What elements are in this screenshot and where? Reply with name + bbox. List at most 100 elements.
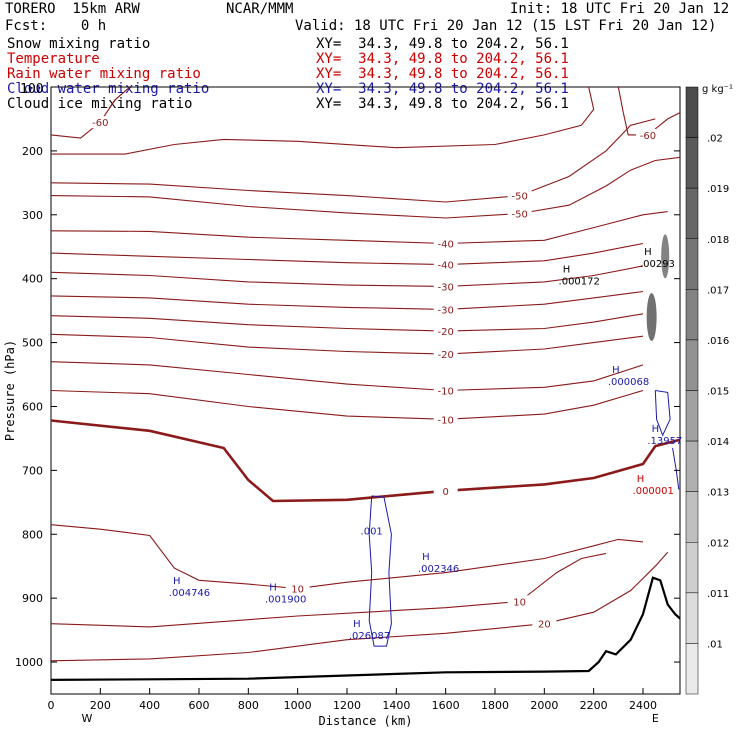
high-marker: H: [652, 424, 660, 435]
isotherm-line: [50, 313, 644, 332]
isotherm-label-bg: [635, 128, 660, 141]
high-value: .000068: [608, 377, 649, 388]
field-name-temperature: Temperature: [7, 51, 100, 67]
high-marker: H: [353, 619, 361, 630]
colorbar-cell: [685, 86, 699, 138]
axes-layer: 0 200 400 600 800 1000 1200 1400 1600 1800 2000 220…: [3, 145, 680, 728]
x-tick-label: 200: [90, 699, 111, 712]
y-axis-label: Pressure (hPa): [3, 340, 17, 441]
field-overlap-label: 100: [20, 82, 44, 97]
colorbar-tick-label: .016: [707, 336, 729, 347]
isotherm-label: -20: [437, 327, 453, 338]
y-tick-label: 1000: [15, 656, 43, 669]
isotherm-line: [51, 86, 595, 155]
isotherm-label: -10: [437, 387, 453, 398]
y-tick-label: 700: [22, 464, 43, 477]
terrain-line: [50, 576, 681, 681]
cloud-water-contour: [654, 390, 671, 437]
isotherm-label: -20: [437, 350, 453, 361]
isotherm-label: -10: [437, 415, 453, 426]
label-layer: H.004746H.001900H.026087H.002346H.000068…: [169, 247, 683, 642]
isotherm-label-bg: [433, 484, 458, 497]
colorbar-cell: [685, 592, 699, 644]
isotherm-line: [50, 156, 681, 219]
isotherm-label-bg: [433, 303, 458, 316]
field-name-cloud-water: Cloud water mixing ratio: [7, 81, 210, 97]
colorbar-tick-label: .02: [707, 134, 723, 145]
colorbar-tick-label: .019: [707, 184, 729, 195]
x-tick-label: 1000: [284, 699, 312, 712]
model-title: TORERO 15km ARW: [5, 1, 140, 17]
y-tick-label: 600: [22, 400, 43, 413]
cloud-water-layer: .001: [361, 390, 680, 647]
high-marker: H: [563, 264, 571, 275]
field-xy-cloud-ice: XY= 34.3, 49.8 to 204.2, 56.1: [316, 96, 569, 112]
isotherm-line: [617, 86, 681, 136]
isotherm-label: -30: [437, 305, 453, 316]
colorbar-tick-label: .017: [707, 285, 729, 296]
colorbar-cell: [685, 289, 699, 341]
high-value: .13957: [647, 436, 682, 447]
isotherm-line: [50, 265, 644, 287]
colorbar-cell: [685, 491, 699, 543]
isotherm-label-bg: [433, 413, 458, 426]
field-xy-temperature: XY= 34.3, 49.8 to 204.2, 56.1: [316, 51, 569, 67]
x-tick-label: 1800: [481, 699, 509, 712]
y-tick-label: 400: [22, 273, 43, 286]
high-marker: H: [269, 582, 277, 593]
isotherm-label-bg: [532, 617, 557, 630]
center-label: NCAR/MMM: [226, 1, 294, 17]
isotherm-label-bg: [88, 116, 113, 129]
isotherm-label: -40: [437, 261, 453, 272]
isotherm-label-bg: [507, 189, 532, 202]
isotherm-label: -60: [92, 118, 108, 129]
colorbar-unit: g kg⁻¹: [702, 84, 733, 95]
isotherm-label-bg: [433, 325, 458, 338]
high-value: .004746: [169, 588, 210, 599]
x-tick-label: 2000: [530, 699, 558, 712]
isotherm-label-bg: [285, 582, 310, 595]
cloud-ice-layer: [646, 234, 670, 342]
isotherm-line: [50, 552, 607, 628]
x-end-label-east: E: [652, 712, 659, 725]
x-tick-label: 1200: [333, 699, 361, 712]
y-tick-label: 800: [22, 528, 43, 541]
x-tick-label: 1600: [432, 699, 460, 712]
isotherm-label: 20: [538, 620, 551, 631]
cloud-ice-shade: [646, 293, 657, 342]
isotherm-line: [50, 86, 131, 139]
high-value: .00293: [640, 259, 675, 270]
colorbar-cell: [685, 643, 699, 695]
y-tick-label: 300: [22, 209, 43, 222]
x-tick-label: 1400: [382, 699, 410, 712]
high-value: .026087: [349, 631, 390, 642]
plot-border: [50, 86, 681, 695]
cloud-water-contour: [672, 447, 680, 490]
colorbar-cell: [685, 390, 699, 442]
x-axis-label: Distance (km): [319, 714, 413, 728]
isotherm-line: [50, 551, 669, 662]
plot-frame: [50, 86, 681, 695]
high-value: .002346: [418, 564, 459, 575]
colorbar-tick-label: .018: [707, 235, 729, 246]
x-tick-label: 0: [48, 699, 55, 712]
isotherm-line: [50, 211, 668, 245]
isotherm-label: -60: [640, 131, 656, 142]
isotherm-line: [50, 419, 681, 503]
isotherm-line: [50, 333, 644, 355]
isotherm-label-bg: [433, 348, 458, 361]
high-value: .000172: [559, 276, 600, 287]
isotherm-label-bg: [433, 237, 458, 250]
forecast-hour: Fcst: 0 h: [5, 18, 107, 34]
colorbar-cell: [685, 187, 699, 240]
colorbar-tick-label: .012: [707, 538, 729, 549]
isotherm-line: [50, 118, 656, 203]
cloud-water-contour: [368, 495, 392, 647]
isotherm-label: 10: [291, 585, 304, 596]
field-name-snow: Snow mixing ratio: [7, 36, 151, 52]
colorbar-tick-label: .013: [707, 488, 729, 499]
isotherm-label: -50: [511, 210, 527, 221]
high-marker: H: [173, 576, 181, 587]
field-name-rain: Rain water mixing ratio: [7, 66, 201, 82]
y-tick-label: 900: [22, 592, 43, 605]
